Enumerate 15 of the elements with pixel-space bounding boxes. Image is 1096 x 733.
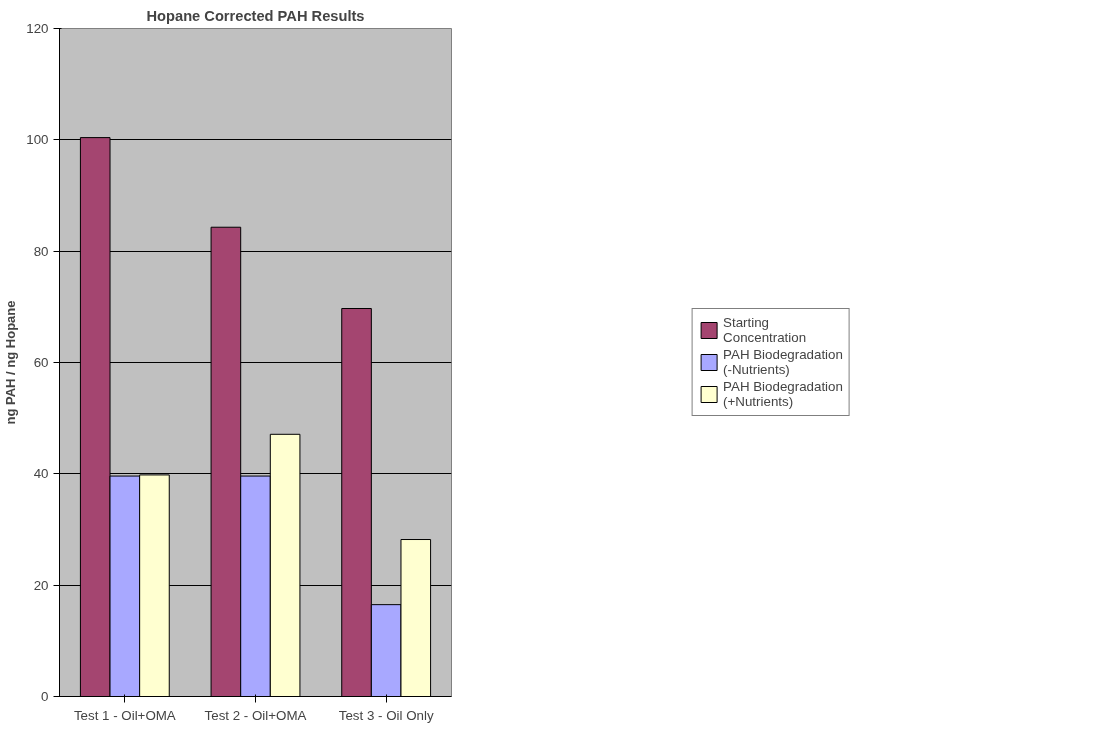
chart-title: Hopane Corrected PAH Results bbox=[146, 7, 365, 24]
x-tick-label: Test 2 - Oil+OMA bbox=[204, 707, 307, 723]
y-axis-title: ng PAH / ng Hopane bbox=[3, 300, 19, 425]
x-tick-label: Test 1 - Oil+OMA bbox=[73, 707, 176, 723]
y-tick-label: 120 bbox=[26, 21, 49, 36]
y-tick-label: 100 bbox=[26, 132, 49, 148]
y-tick-label: 60 bbox=[33, 355, 49, 370]
y-tick-label: 40 bbox=[33, 466, 49, 482]
legend-label: Starting Concentration bbox=[723, 315, 808, 345]
x-tick-label: Test 3 - Oil Only bbox=[338, 707, 434, 723]
legend-label: PAH Biodegradation (+Nutrients) bbox=[723, 379, 843, 409]
y-tick-label: 80 bbox=[33, 243, 49, 259]
y-tick-label: 20 bbox=[33, 577, 49, 593]
legend-label: PAH Biodegradation (-Nutrients) bbox=[723, 347, 843, 377]
y-tick-label: 0 bbox=[41, 689, 49, 704]
